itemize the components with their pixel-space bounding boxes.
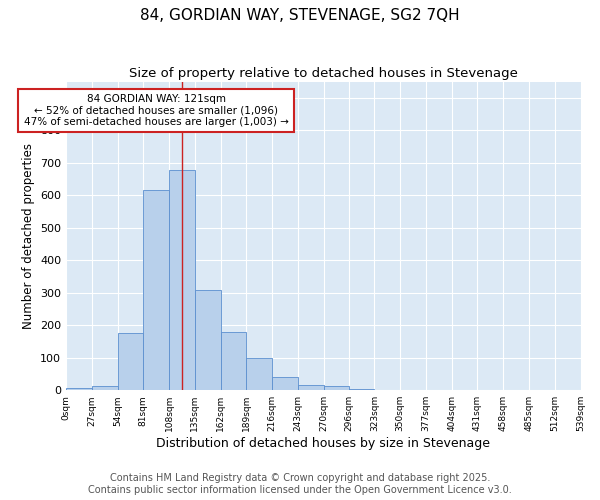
Bar xyxy=(272,377,298,390)
Bar xyxy=(118,334,143,390)
Text: 84, GORDIAN WAY, STEVENAGE, SG2 7QH: 84, GORDIAN WAY, STEVENAGE, SG2 7QH xyxy=(140,8,460,22)
Bar xyxy=(169,170,195,390)
Bar xyxy=(247,358,272,390)
Bar xyxy=(143,190,169,390)
Bar xyxy=(66,388,92,390)
Bar xyxy=(195,290,221,390)
Bar xyxy=(221,332,247,390)
Bar xyxy=(324,386,349,390)
Text: 84 GORDIAN WAY: 121sqm
← 52% of detached houses are smaller (1,096)
47% of semi-: 84 GORDIAN WAY: 121sqm ← 52% of detached… xyxy=(23,94,289,127)
X-axis label: Distribution of detached houses by size in Stevenage: Distribution of detached houses by size … xyxy=(156,437,490,450)
Y-axis label: Number of detached properties: Number of detached properties xyxy=(22,143,35,329)
Bar xyxy=(92,386,118,390)
Title: Size of property relative to detached houses in Stevenage: Size of property relative to detached ho… xyxy=(129,68,518,80)
Text: Contains HM Land Registry data © Crown copyright and database right 2025.
Contai: Contains HM Land Registry data © Crown c… xyxy=(88,474,512,495)
Bar xyxy=(349,389,374,390)
Bar xyxy=(298,386,324,390)
